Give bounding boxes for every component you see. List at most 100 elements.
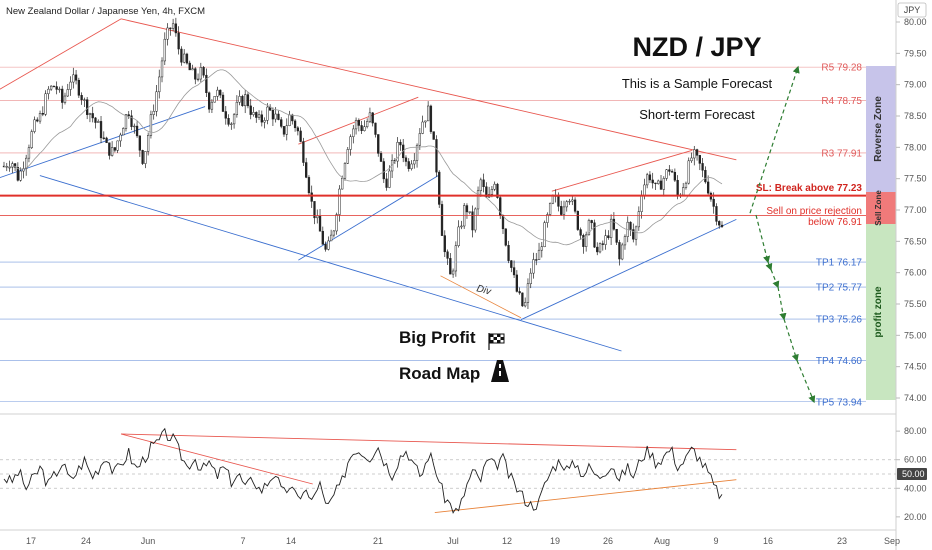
candle-body [662,178,665,190]
candle-body [501,215,505,230]
price-tick-74.00: 74.00 [896,393,927,403]
level-labels: R5 79.28 R4 78.75 R3 77.91 TP1 76.17 TP2 75.… [816,63,863,409]
candle-body [241,96,244,107]
candle-body [108,142,111,156]
candle-body [374,122,377,135]
candle-body [110,147,114,156]
divergence-label: Div [475,283,493,298]
candle-body [191,68,194,71]
candle-body [368,112,372,122]
price-tick-76.50: 76.50 [896,236,927,246]
svg-text:20.00: 20.00 [904,512,927,522]
candle-body [354,119,358,130]
candle-body [130,115,133,127]
support-channel-line [39,175,622,352]
candle-body [546,214,549,223]
candle-body [657,180,660,184]
candle-body [349,136,352,150]
profit-zone-label: profit zone [873,286,884,338]
candle-body [385,178,388,188]
candle-body [690,157,693,162]
candle-body [86,99,89,115]
candle-body [249,105,252,115]
candle-body [388,170,391,188]
candle-body [537,249,541,260]
candle-body [571,199,574,202]
support-line-right [520,218,737,321]
candle-body [429,105,433,132]
price-tick-78.50: 78.50 [896,111,927,121]
time-tick-7: 7 [240,536,245,546]
candle-body [302,141,305,163]
price-tick-74.50: 74.50 [896,362,927,372]
resistance-line-right [551,150,692,192]
candle-body [183,53,186,63]
time-tick-16: 16 [763,536,773,546]
candle-body [621,244,624,260]
candle-body [379,153,383,162]
candle-body [152,110,155,115]
candle-body [582,235,585,247]
candle-body [335,214,338,232]
candle-body [510,260,513,268]
level-label-3: TP1 76.17 [816,258,863,269]
candle-body [113,147,117,151]
oscillator-line [3,427,723,514]
candle-body [471,211,474,231]
candle-body [668,169,671,172]
price-tick-77.00: 77.00 [896,205,927,215]
time-tick-24: 24 [81,536,91,546]
candle-body [83,99,86,101]
candle-body [618,242,621,260]
level-label-5: TP3 75.26 [816,315,863,326]
candle-body [282,126,286,135]
candle-body [155,91,158,112]
reverse-zone-label: Reverse Zone [873,96,884,162]
candle-body [169,27,172,29]
candle-body [196,78,200,81]
candle-body [687,160,690,184]
candle-body [651,179,654,184]
candle-body [141,150,144,164]
candle-body [496,183,499,198]
reverse-zone [866,66,896,192]
candle-body [257,114,261,118]
svg-text:60.00: 60.00 [904,455,927,465]
candle-body [135,125,139,137]
oscillator-tick-60.00: 60.00 [896,455,927,465]
candle-body [474,208,477,231]
candle-body [576,211,579,230]
candle-body [138,135,141,151]
time-axis: 17 24 Jun 7 14 21 Jul 12 19 26 Aug 9 16 23 Sep [26,536,900,546]
candle-body [704,170,707,183]
candle-body [518,291,521,294]
oscillator-trendlines [120,433,737,514]
candle-body [426,105,430,122]
svg-text:50.00: 50.00 [902,469,925,479]
candle-body [318,215,322,232]
candle-body [601,243,604,245]
price-tick-79.50: 79.50 [896,48,927,58]
forecast-up-arrow [749,65,800,214]
road-icon [491,360,509,382]
candle-body [194,68,197,80]
candle-body [676,179,679,196]
candle-body [313,201,316,219]
candle-body [540,246,543,251]
candle-body [634,226,638,240]
candle-body [371,112,374,124]
candle-body [435,139,438,173]
time-tick-9: 9 [713,536,718,546]
candle-body [213,96,216,103]
oscillator-resistance-long [121,433,737,451]
candle-body [316,215,319,219]
candle-body [149,114,153,136]
candle-body [526,283,530,303]
candle-body [424,120,427,123]
time-tick-26: 26 [603,536,613,546]
candle-body [69,81,72,90]
candle-body [543,222,546,247]
level-label-0: R5 79.28 [821,63,862,74]
price-tick-75.00: 75.00 [896,330,927,340]
forecast-step-arrow [770,269,780,289]
